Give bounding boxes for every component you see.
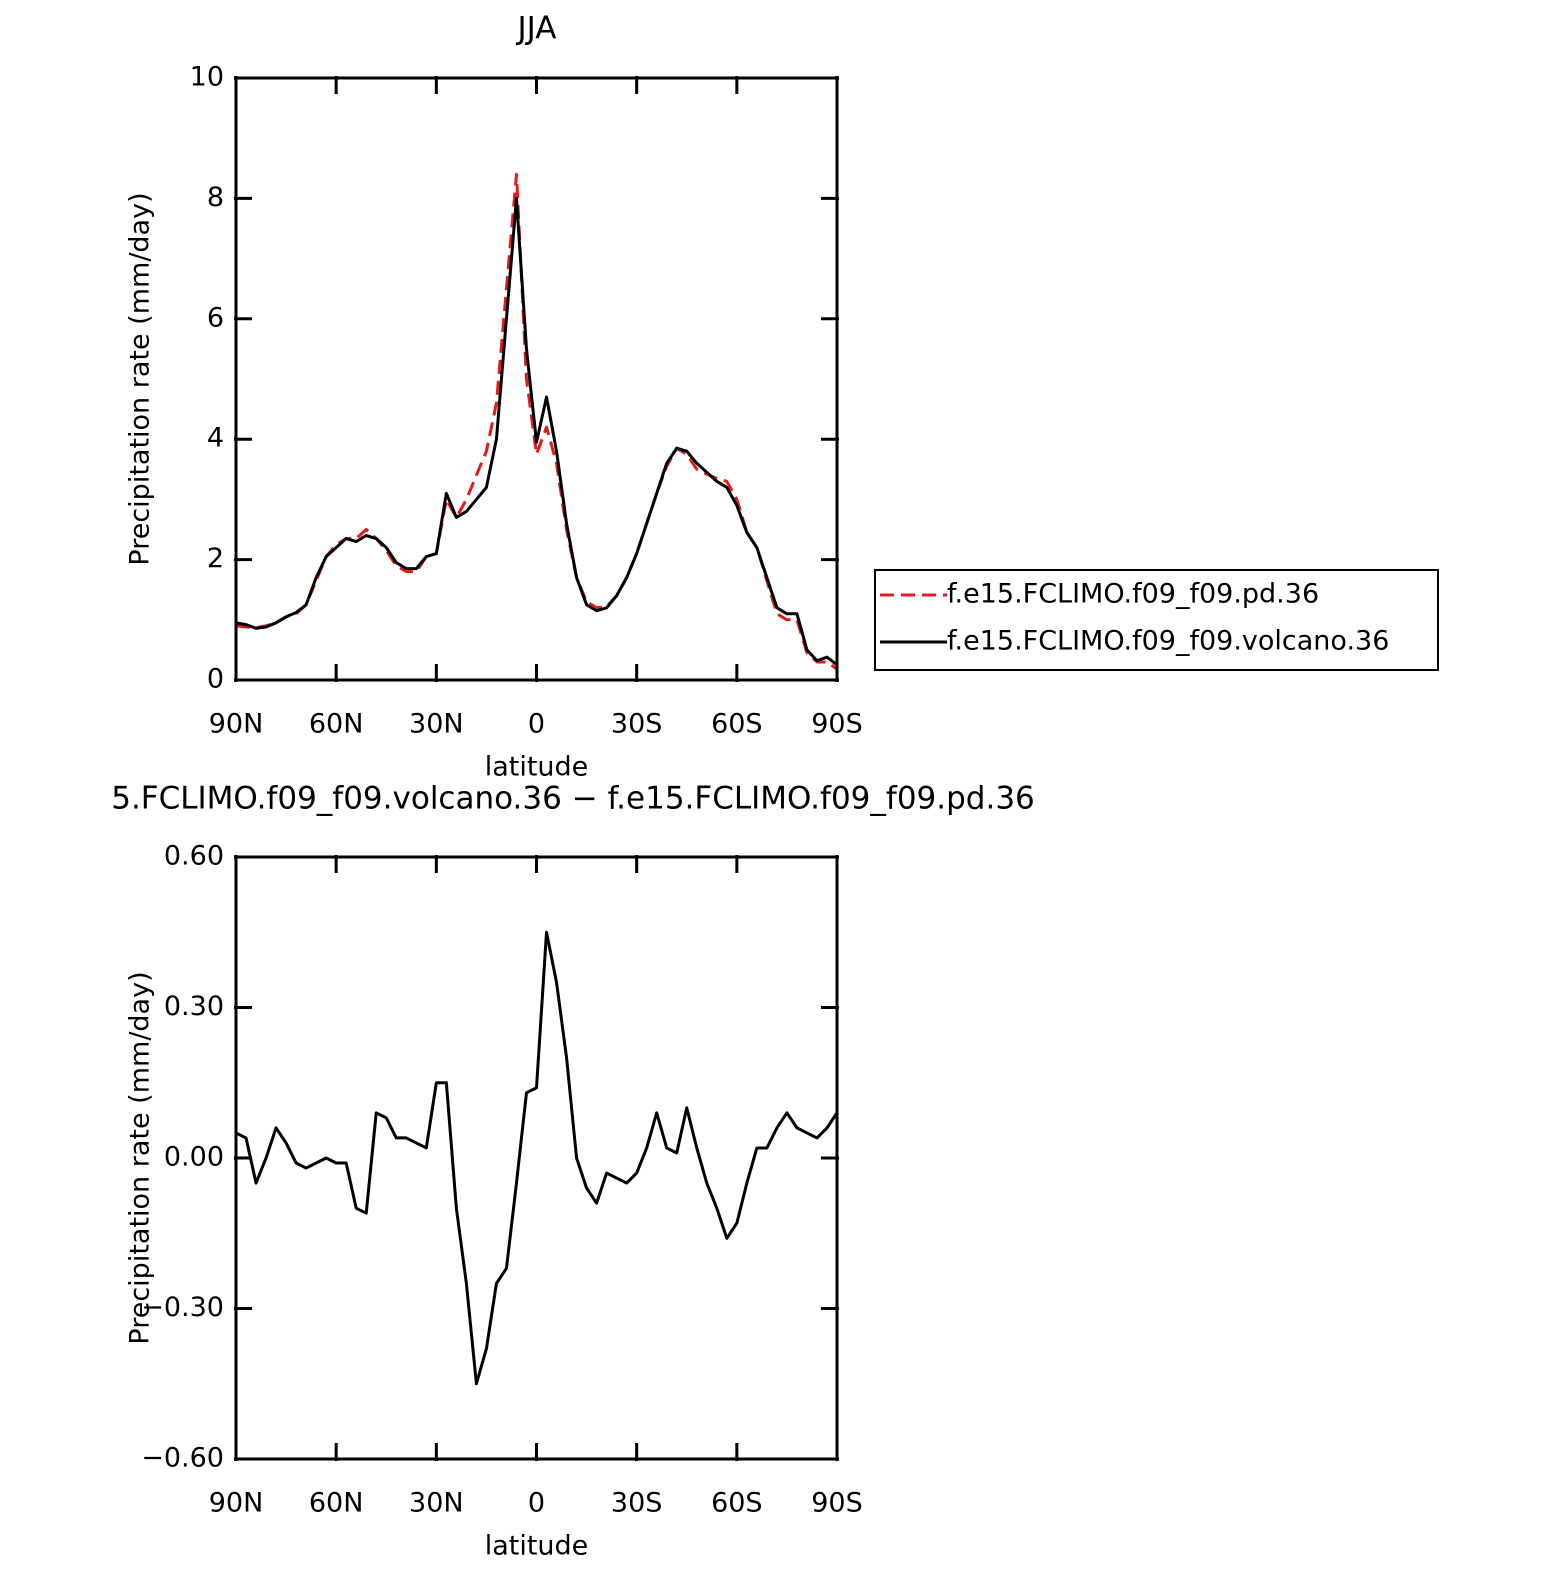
- data-line: [235, 930, 839, 1386]
- x-tick-label: 90S: [811, 1488, 863, 1519]
- chart-title: JJA: [516, 11, 557, 47]
- x-axis-label: latitude: [485, 1531, 589, 1562]
- x-tick-label: 30N: [409, 709, 464, 740]
- y-tick-label: 0.30: [164, 991, 224, 1022]
- x-tick-label: 90N: [209, 709, 264, 740]
- y-tick-label: 0: [207, 664, 224, 695]
- chart: 5.FCLIMO.f09_f09.volcano.36 − f.e15.FCLI…: [111, 781, 1035, 1562]
- y-tick-label: 0.60: [164, 841, 224, 872]
- x-tick-label: 60N: [309, 709, 364, 740]
- plot-frame: [234, 76, 839, 682]
- y-tick-label: 10: [190, 62, 224, 93]
- x-tick-label: 90N: [209, 1488, 264, 1519]
- x-tick-label: 30N: [409, 1488, 464, 1519]
- chart-title: 5.FCLIMO.f09_f09.volcano.36 − f.e15.FCLI…: [111, 781, 1035, 817]
- chart: JJA 0 2 4 6 8 10 90N 60N 30N 0 30S 60S 90S latitude Pre…: [125, 11, 1439, 783]
- y-tick-label: 8: [207, 182, 224, 213]
- y-axis-label: Precipitation rate (mm/day): [125, 192, 156, 565]
- x-axis-label: latitude: [485, 752, 589, 783]
- x-tick-label: 30S: [611, 709, 663, 740]
- x-tick-label: 30S: [611, 1488, 663, 1519]
- data-line: [235, 196, 838, 667]
- x-tick-label: 60N: [309, 1488, 364, 1519]
- data-line: [235, 172, 838, 671]
- y-axis-label: Precipitation rate (mm/day): [125, 971, 156, 1344]
- y-tick-label: 2: [207, 543, 224, 574]
- y-tick-label: −0.60: [141, 1443, 224, 1474]
- plot-frame: [234, 855, 839, 1461]
- y-tick-label: 6: [207, 302, 224, 333]
- x-tick-label: 60S: [711, 1488, 763, 1519]
- x-tick-label: 60S: [711, 709, 763, 740]
- y-tick-label: 0.00: [164, 1142, 224, 1173]
- legend-box: [874, 569, 1439, 671]
- x-tick-label: 0: [528, 1488, 545, 1519]
- x-tick-label: 0: [528, 709, 545, 740]
- legend-label: f.e15.FCLIMO.f09_f09.volcano.36: [947, 626, 1389, 657]
- legend: f.e15.FCLIMO.f09_f09.pd.36 f.e15.FCLIMO.f…: [874, 569, 1439, 671]
- y-tick-label: −0.30: [141, 1292, 224, 1323]
- legend-label: f.e15.FCLIMO.f09_f09.pd.36: [947, 579, 1319, 610]
- x-tick-label: 90S: [811, 709, 863, 740]
- y-tick-label: 4: [207, 423, 224, 454]
